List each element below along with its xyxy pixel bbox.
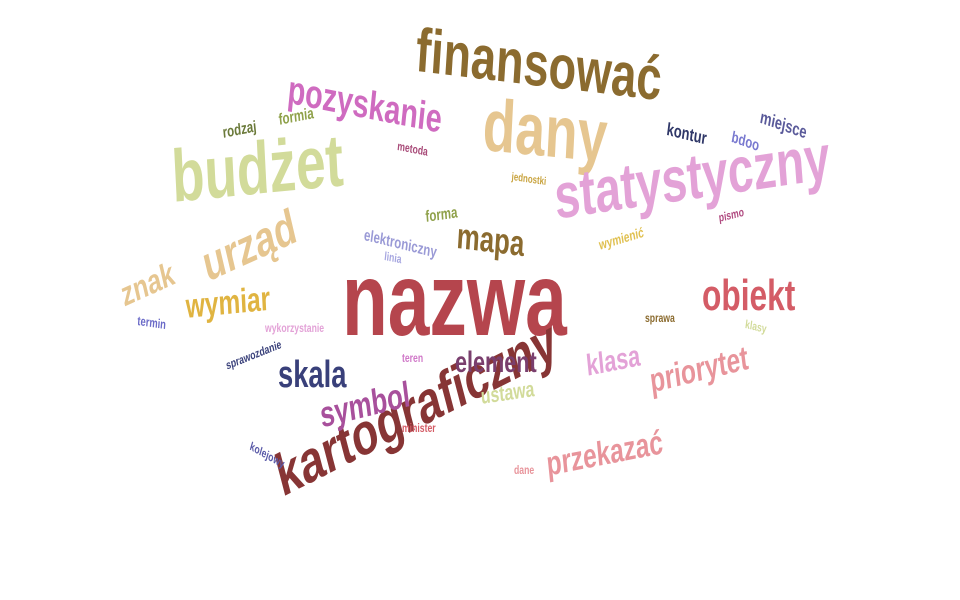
word-wykorzystanie: wykorzystanie: [265, 321, 325, 335]
word-wymiar: wymiar: [184, 279, 271, 326]
word-teren: teren: [402, 351, 424, 365]
word-dane: dane: [514, 463, 535, 477]
word-obiekt: obiekt: [702, 271, 796, 320]
word-ustawa: ustawa: [479, 376, 536, 409]
word-nazwa: nazwa: [342, 242, 567, 358]
word-urzad: urząd: [197, 197, 302, 293]
word-minister: minister: [402, 421, 436, 435]
word-sprawa: sprawa: [645, 311, 675, 325]
word-znak: znak: [117, 254, 178, 315]
word-klasy: klasy: [744, 317, 768, 337]
word-mapa: mapa: [455, 215, 526, 265]
word-element: element: [455, 346, 537, 379]
word-sprawozdanie: sprawozdanie: [224, 337, 283, 373]
word-linia: linia: [383, 249, 403, 267]
word-skala: skala: [278, 354, 347, 396]
word-klasa: klasa: [584, 339, 642, 383]
word-forma: forma: [424, 204, 459, 226]
word-wymienic: wymienić: [597, 223, 645, 253]
word-termin: termin: [136, 313, 167, 333]
word-metoda: metoda: [396, 139, 429, 159]
word-jednostki: jednostki: [511, 171, 547, 188]
word-budzet: budżet: [169, 118, 346, 218]
word-przekazac: przekazać: [544, 423, 665, 484]
word-priorytet: priorytet: [647, 339, 751, 401]
